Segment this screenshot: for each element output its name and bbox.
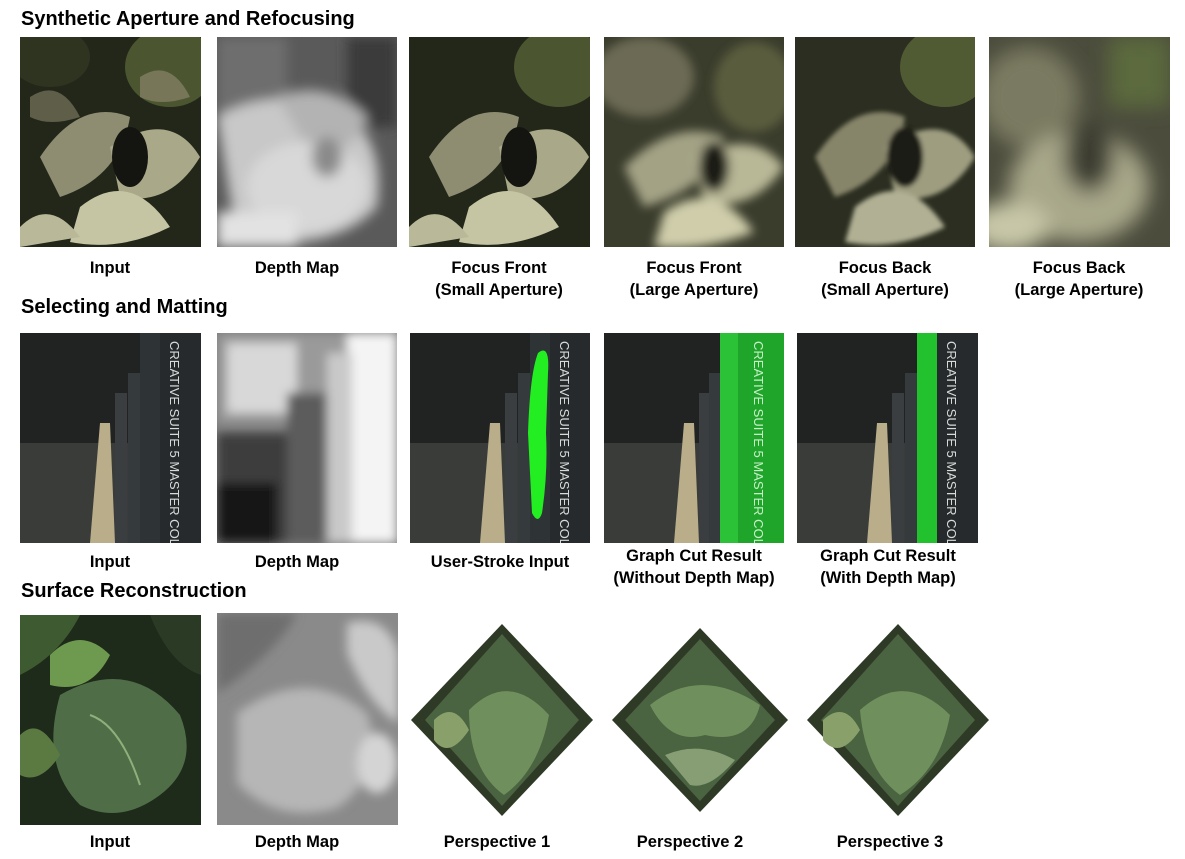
caption-focus-back-large: Focus Back (Large Aperture) xyxy=(1014,259,1144,299)
caption-graph-cut-without: Graph Cut Result (Without Depth Map) xyxy=(613,547,775,587)
caption-focus-back-small: Focus Back (Small Aperture) xyxy=(821,259,949,299)
caption-perspective-2: Perspective 2 xyxy=(636,833,744,851)
graph-cut-with-depth-image: CREATIVE SUITE 5 MASTER COLLECTION xyxy=(797,333,978,543)
matting-input-image: CREATIVE SUITE 5 MASTER COLLECTION xyxy=(20,333,201,543)
surface-depth-map xyxy=(217,613,398,825)
caption-surface-input: Input xyxy=(89,833,131,851)
caption-focus-front-small: Focus Front (Small Aperture) xyxy=(435,259,563,299)
focus-back-small-image xyxy=(795,37,975,247)
caption-refocus-depth: Depth Map xyxy=(254,259,340,277)
refocus-depth-map xyxy=(217,37,397,247)
caption-perspective-1: Perspective 1 xyxy=(443,833,551,851)
focus-front-small-image xyxy=(409,37,590,247)
book-spine-text: CREATIVE SUITE 5 MASTER COLLECTION xyxy=(944,341,959,543)
caption-matting-input: Input xyxy=(89,553,131,571)
book-spine-text: CREATIVE SUITE 5 MASTER COLLECTION xyxy=(167,341,182,543)
caption-graph-cut-with: Graph Cut Result (With Depth Map) xyxy=(820,547,956,587)
user-stroke-image: CREATIVE SUITE 5 MASTER COLLECTION xyxy=(410,333,590,543)
caption-perspective-3: Perspective 3 xyxy=(836,833,944,851)
section-title-refocusing: Synthetic Aperture and Refocusing xyxy=(21,8,355,30)
caption-focus-front-large: Focus Front (Large Aperture) xyxy=(629,259,759,299)
caption-matting-depth: Depth Map xyxy=(254,553,340,571)
book-spine-text: CREATIVE SUITE 5 MASTER COLLECTION xyxy=(557,341,572,543)
section-title-matting: Selecting and Matting xyxy=(21,296,228,318)
perspective-2-render xyxy=(610,625,790,815)
green-stroke xyxy=(528,350,549,519)
surface-input-image xyxy=(20,615,201,825)
perspective-1-render xyxy=(409,620,595,820)
caption-user-stroke: User-Stroke Input xyxy=(430,553,570,571)
perspective-3-render xyxy=(805,620,991,820)
caption-surface-depth: Depth Map xyxy=(254,833,340,851)
focus-front-large-image xyxy=(604,37,784,247)
caption-refocus-input: Input xyxy=(89,259,131,277)
refocus-input-image xyxy=(20,37,201,247)
focus-back-large-image xyxy=(989,37,1170,247)
book-spine-text: CREATIVE SUITE 5 MASTER COLLECTION xyxy=(751,341,766,543)
matting-depth-map xyxy=(217,333,397,543)
graph-cut-without-depth-image: CREATIVE SUITE 5 MASTER COLLECTION xyxy=(604,333,784,543)
section-title-surface: Surface Reconstruction xyxy=(21,580,247,602)
